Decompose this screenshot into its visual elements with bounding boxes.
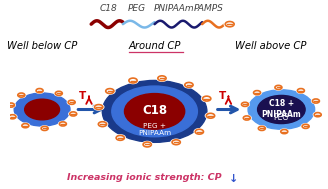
Circle shape [313,112,322,117]
Circle shape [7,102,15,108]
Circle shape [297,88,305,93]
Circle shape [115,135,125,141]
Circle shape [253,90,261,95]
Text: PEG: PEG [274,113,289,122]
Circle shape [102,81,207,142]
Circle shape [128,77,138,84]
Circle shape [312,98,320,104]
Circle shape [25,99,59,120]
Circle shape [248,90,315,129]
Text: T: T [218,91,226,101]
Text: C18: C18 [100,4,117,13]
Circle shape [280,129,289,134]
Text: Around CP: Around CP [128,41,181,51]
Circle shape [184,82,194,88]
Circle shape [93,104,104,110]
Circle shape [257,95,305,124]
Text: ↓: ↓ [229,174,238,184]
Circle shape [224,21,235,27]
Circle shape [202,96,212,102]
Circle shape [242,115,251,121]
Text: T: T [79,91,86,101]
Circle shape [69,111,77,116]
Circle shape [142,141,153,148]
Text: PEG: PEG [128,4,146,13]
Circle shape [8,114,17,119]
Circle shape [171,139,181,145]
Circle shape [301,124,310,129]
Circle shape [35,88,44,93]
Text: Increasing ionic strength: CP: Increasing ionic strength: CP [68,174,222,183]
Circle shape [194,129,204,135]
Text: C18 +
PNIPAAm: C18 + PNIPAAm [261,98,301,119]
Circle shape [205,113,216,119]
Circle shape [17,93,26,98]
Text: Well below CP: Well below CP [7,41,77,51]
Circle shape [274,85,283,90]
Circle shape [14,93,70,126]
Text: Well above CP: Well above CP [235,41,306,51]
Circle shape [105,88,115,94]
Circle shape [97,121,108,127]
Text: PNIPAAm: PNIPAAm [153,4,194,13]
Text: C18: C18 [142,104,167,117]
Text: PAMPS: PAMPS [194,4,223,13]
Circle shape [54,91,63,96]
Circle shape [257,126,266,131]
Circle shape [157,75,167,81]
Circle shape [21,123,30,128]
Circle shape [58,121,67,126]
Circle shape [125,94,185,129]
Circle shape [112,86,197,137]
Circle shape [40,126,49,131]
Circle shape [241,102,249,107]
Circle shape [67,100,76,105]
Text: PEG +
PNIPAAm: PEG + PNIPAAm [138,123,171,136]
